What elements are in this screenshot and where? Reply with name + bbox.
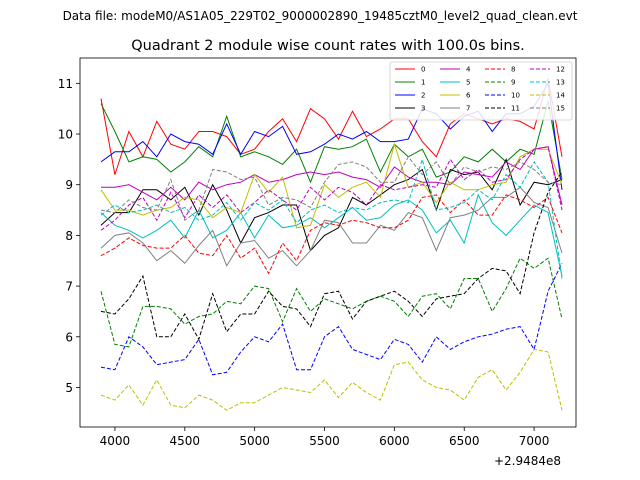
series-line-2 xyxy=(100,81,563,190)
series-line-7 xyxy=(100,186,563,267)
series-line-5 xyxy=(100,193,563,277)
series-line-12 xyxy=(100,146,563,231)
series-line-11 xyxy=(100,171,563,341)
y-tick-label: 7 xyxy=(65,280,73,294)
x-tick-label: 5500 xyxy=(309,434,340,448)
legend-label-6: 6 xyxy=(466,92,471,100)
legend-label-10: 10 xyxy=(511,92,520,100)
y-tick-label: 8 xyxy=(65,229,73,243)
x-tick-label: 6500 xyxy=(449,434,480,448)
legend-label-2: 2 xyxy=(421,92,425,100)
series-line-15 xyxy=(100,155,563,221)
legend-label-1: 1 xyxy=(421,79,425,87)
series-group xyxy=(100,78,563,411)
x-tick-label: 6000 xyxy=(379,434,410,448)
x-tick-label: 7000 xyxy=(519,434,550,448)
series-line-6 xyxy=(100,142,563,229)
legend-label-4: 4 xyxy=(466,66,471,74)
series-line-8 xyxy=(100,194,563,275)
series-line-13 xyxy=(100,157,563,279)
legend-label-14: 14 xyxy=(556,92,565,100)
series-line-10 xyxy=(100,263,563,376)
series-line-1 xyxy=(100,100,563,184)
series-line-9 xyxy=(100,257,563,348)
chart-title: Quadrant 2 module wise count rates with … xyxy=(131,38,525,54)
legend-label-3: 3 xyxy=(421,105,425,113)
legend-label-13: 13 xyxy=(556,79,565,87)
x-offset-label: +2.9484e8 xyxy=(494,454,561,468)
x-tick-label: 5000 xyxy=(239,434,270,448)
axes-frame xyxy=(79,57,577,428)
legend-label-15: 15 xyxy=(556,105,565,113)
y-tick-label: 9 xyxy=(65,178,73,192)
legend-label-8: 8 xyxy=(511,66,515,74)
x-tick-label: 4500 xyxy=(170,434,201,448)
legend-label-0: 0 xyxy=(421,66,425,74)
legend-label-5: 5 xyxy=(466,79,470,87)
y-tick-label: 11 xyxy=(58,77,73,91)
series-line-14 xyxy=(100,348,563,411)
legend-box xyxy=(389,61,573,121)
legend-label-11: 11 xyxy=(511,105,520,113)
chart-suptitle: Data file: modeM0/AS1A05_229T02_90000028… xyxy=(63,9,578,23)
x-tick-label: 4000 xyxy=(100,434,131,448)
y-tick-label: 6 xyxy=(65,330,73,344)
legend-label-7: 7 xyxy=(466,105,470,113)
y-tick-label: 5 xyxy=(65,381,73,395)
legend-label-12: 12 xyxy=(556,66,565,74)
y-tick-label: 10 xyxy=(58,128,73,142)
legend-label-9: 9 xyxy=(511,79,515,87)
